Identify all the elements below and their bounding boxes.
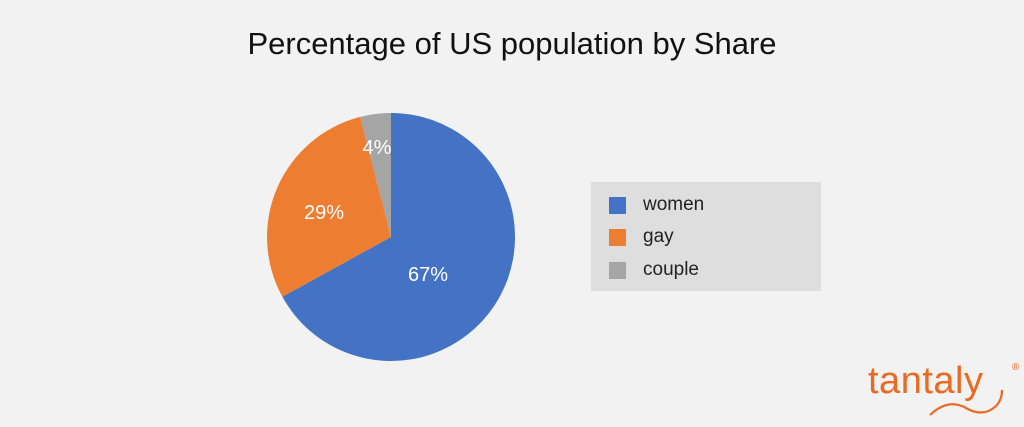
logo-text: tantaly (868, 360, 984, 402)
legend-item-women: women (609, 194, 704, 216)
label-couple: 4% (363, 137, 392, 159)
registered-mark: ® (1012, 362, 1020, 373)
legend-label: women (643, 194, 705, 215)
slice-couple (360, 113, 391, 237)
legend-label: couple (643, 259, 699, 280)
chart-title: Percentage of US population by Share (247, 26, 777, 61)
slice-gay (267, 116, 391, 297)
logo-swoosh-icon (929, 389, 1004, 416)
swatch-women-icon (609, 196, 626, 214)
brand-logo: tantaly ® (868, 360, 1020, 420)
slice-women (282, 113, 516, 361)
chart-legend: women gay couple (591, 182, 821, 291)
legend-item-couple: couple (609, 259, 699, 281)
legend-label: gay (643, 226, 674, 247)
swatch-couple-icon (609, 261, 626, 279)
label-women: 67% (408, 264, 448, 286)
label-gay: 29% (304, 202, 344, 224)
swatch-gay-icon (609, 228, 626, 246)
legend-item-gay: gay (609, 226, 674, 248)
